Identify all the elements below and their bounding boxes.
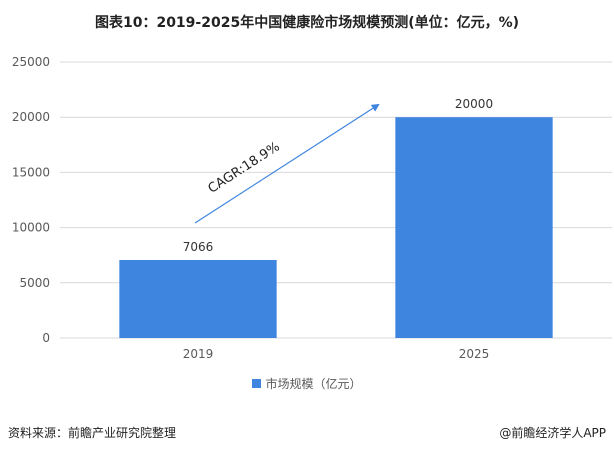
bar-2019	[119, 259, 277, 338]
bar-2025	[395, 117, 553, 338]
y-tick-label: 15000	[12, 165, 50, 179]
data-label-2019: 7066	[183, 240, 214, 254]
legend: 市场规模（亿元）	[0, 375, 614, 392]
y-tick-label: 0	[42, 331, 50, 345]
footer: 资料来源：前瞻产业研究院整理 @前瞻经济学人APP	[8, 424, 606, 441]
source-note: 资料来源：前瞻产业研究院整理	[8, 426, 177, 440]
cagr-label: CAGR:18.9%	[206, 139, 283, 196]
cagr-arrow	[194, 103, 380, 224]
chart-title: 图表10：2019-2025年中国健康险市场规模预测(单位：亿元，%)	[94, 15, 520, 31]
brand-credit: @前瞻经济学人APP	[499, 426, 606, 440]
y-tick-label: 10000	[12, 221, 50, 235]
data-labels: 7066 20000	[183, 97, 493, 254]
legend-label: 市场规模（亿元）	[265, 377, 362, 391]
x-axis-ticks: 2019 2025	[183, 347, 490, 361]
y-tick-label: 25000	[12, 55, 50, 69]
x-tick-label-2025: 2025	[459, 347, 490, 361]
bars	[119, 117, 553, 338]
y-tick-label: 5000	[19, 276, 50, 290]
legend-swatch	[252, 379, 262, 388]
x-tick-label-2019: 2019	[183, 347, 214, 361]
y-axis-ticks: 0 5000 10000 15000 20000 25000	[12, 55, 50, 345]
y-tick-label: 20000	[12, 110, 50, 124]
data-label-2025: 20000	[455, 97, 493, 111]
cagr-annotation: CAGR:18.9%	[194, 103, 380, 224]
